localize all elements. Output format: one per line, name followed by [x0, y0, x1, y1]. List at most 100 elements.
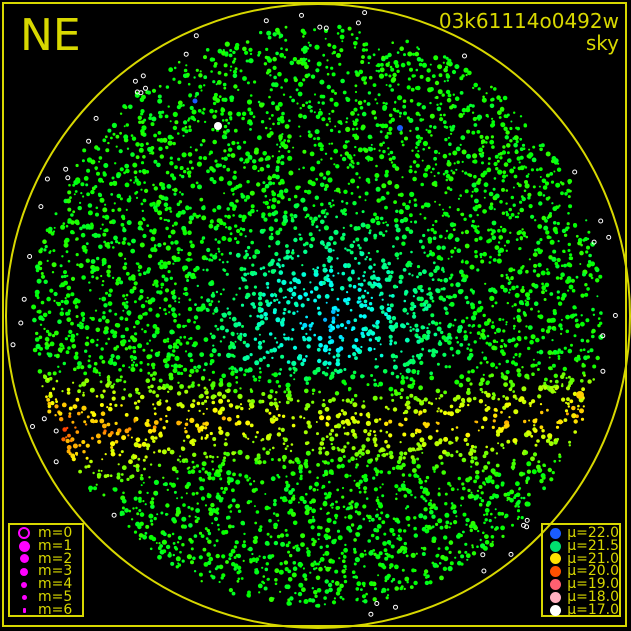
star	[565, 376, 568, 380]
star	[359, 412, 363, 417]
star	[160, 511, 164, 515]
star	[148, 513, 154, 519]
star	[209, 332, 213, 335]
star	[589, 348, 594, 353]
star	[424, 306, 429, 311]
star	[304, 577, 308, 581]
star	[176, 202, 181, 207]
star	[272, 347, 278, 353]
star	[383, 197, 386, 200]
star	[566, 222, 570, 226]
star	[293, 226, 298, 231]
star	[418, 479, 424, 485]
star	[335, 361, 341, 367]
star	[190, 547, 194, 551]
star	[493, 177, 497, 180]
star	[44, 341, 49, 347]
star	[389, 566, 392, 570]
star	[523, 234, 526, 238]
star	[490, 123, 495, 128]
star	[42, 239, 47, 244]
star	[438, 73, 443, 78]
star	[146, 224, 150, 228]
star	[190, 258, 193, 261]
star	[444, 169, 449, 174]
star	[61, 402, 67, 408]
star	[482, 481, 486, 485]
star	[328, 112, 331, 115]
star	[354, 356, 358, 360]
star	[306, 344, 311, 349]
star	[375, 276, 381, 282]
star	[190, 403, 195, 409]
star	[134, 332, 138, 336]
star	[455, 349, 461, 355]
star	[425, 77, 431, 82]
star	[235, 252, 241, 258]
star	[108, 288, 113, 293]
star	[377, 574, 380, 577]
star	[370, 296, 373, 300]
star	[436, 255, 442, 261]
star	[355, 482, 361, 488]
star	[490, 373, 494, 378]
star	[184, 484, 190, 490]
star	[223, 192, 226, 195]
star	[356, 581, 362, 587]
star	[208, 507, 213, 512]
star	[208, 302, 213, 307]
star	[497, 253, 501, 257]
star	[223, 124, 228, 129]
star	[514, 292, 520, 298]
star	[472, 160, 476, 164]
star	[278, 270, 284, 275]
star	[165, 226, 169, 231]
star	[291, 251, 295, 255]
star	[470, 369, 475, 374]
star	[439, 575, 444, 581]
star	[45, 395, 48, 399]
star	[183, 169, 187, 174]
star	[381, 520, 386, 525]
star	[385, 452, 389, 456]
star	[71, 420, 75, 424]
star	[568, 284, 574, 290]
star	[246, 99, 253, 105]
star	[437, 492, 441, 496]
star	[521, 386, 527, 392]
star	[235, 405, 239, 410]
star	[239, 157, 244, 162]
star	[173, 192, 177, 196]
star	[228, 557, 232, 561]
star	[419, 213, 422, 216]
star	[101, 223, 104, 226]
star	[233, 128, 238, 133]
star	[137, 399, 141, 403]
star	[219, 380, 223, 384]
star	[505, 130, 510, 135]
star	[252, 375, 255, 378]
star	[477, 324, 482, 328]
star	[313, 137, 316, 141]
star	[346, 248, 350, 252]
star	[152, 439, 156, 443]
star	[332, 204, 335, 207]
star	[270, 269, 276, 274]
star	[192, 452, 197, 457]
star	[265, 562, 269, 566]
star	[150, 146, 155, 150]
star	[494, 527, 498, 531]
star	[269, 74, 272, 77]
star	[197, 109, 202, 113]
star	[443, 277, 449, 283]
star	[538, 201, 543, 206]
star	[373, 382, 378, 387]
star	[508, 216, 512, 220]
star	[379, 154, 385, 160]
star	[252, 115, 256, 119]
star	[90, 316, 95, 321]
star	[292, 57, 298, 62]
star	[399, 395, 403, 400]
star	[274, 251, 279, 257]
star	[434, 80, 440, 86]
